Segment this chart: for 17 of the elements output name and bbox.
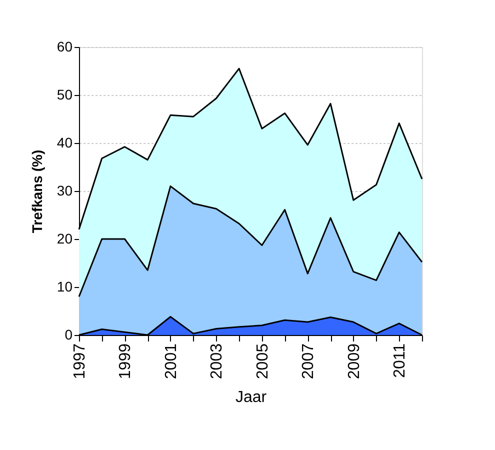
y-tick-label: 60: [56, 38, 73, 54]
x-tick-label: 2003: [208, 343, 226, 380]
x-tick-label: 2009: [346, 343, 363, 380]
y-tick-label: 50: [56, 86, 73, 102]
y-axis-title: Trefkans (%): [28, 150, 45, 234]
x-tick-label: 2011: [392, 343, 409, 378]
y-tick-label: 40: [56, 134, 73, 150]
y-tick-label: 20: [56, 230, 73, 246]
x-tick-label: 2007: [300, 343, 318, 380]
y-tick-label: 0: [64, 326, 73, 342]
x-tick-label: 2001: [162, 343, 180, 380]
y-tick-label: 10: [56, 278, 73, 294]
y-tick-label: 30: [56, 182, 73, 198]
x-tick-label: 1997: [72, 343, 88, 380]
x-tick-label: 1999: [117, 343, 134, 380]
x-tick-label: 2005: [254, 343, 272, 380]
x-axis-title: Jaar: [235, 389, 268, 406]
